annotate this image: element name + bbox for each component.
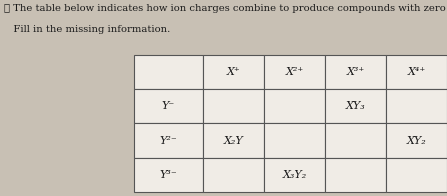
Text: ② The table below indicates how ion charges combine to produce compounds with ze: ② The table below indicates how ion char… <box>4 4 447 13</box>
Bar <box>134 89 203 123</box>
Bar <box>325 55 386 89</box>
Text: Y⁻: Y⁻ <box>162 101 175 111</box>
Text: X₃Y₂: X₃Y₂ <box>283 170 307 180</box>
Bar <box>134 158 203 192</box>
Text: X₂Y: X₂Y <box>224 136 243 146</box>
Bar <box>264 55 325 89</box>
Text: Y²⁻: Y²⁻ <box>160 136 177 146</box>
Bar <box>386 89 447 123</box>
Text: XY₂: XY₂ <box>407 136 426 146</box>
Bar <box>264 89 325 123</box>
Bar <box>203 89 264 123</box>
Text: X²⁺: X²⁺ <box>285 67 304 77</box>
Text: X⁴⁺: X⁴⁺ <box>407 67 426 77</box>
Bar <box>134 123 203 158</box>
Bar <box>325 158 386 192</box>
Bar <box>264 158 325 192</box>
Text: XY₃: XY₃ <box>346 101 365 111</box>
Bar <box>325 89 386 123</box>
Bar <box>203 55 264 89</box>
Text: X⁺: X⁺ <box>227 67 240 77</box>
Text: X³⁺: X³⁺ <box>346 67 365 77</box>
Bar <box>386 55 447 89</box>
Bar <box>134 55 203 89</box>
Bar <box>386 158 447 192</box>
Text: Fill in the missing information.: Fill in the missing information. <box>4 25 171 34</box>
Bar <box>203 158 264 192</box>
Bar <box>203 123 264 158</box>
Text: Y³⁻: Y³⁻ <box>160 170 177 180</box>
Bar <box>264 123 325 158</box>
Bar <box>325 123 386 158</box>
Bar <box>386 123 447 158</box>
